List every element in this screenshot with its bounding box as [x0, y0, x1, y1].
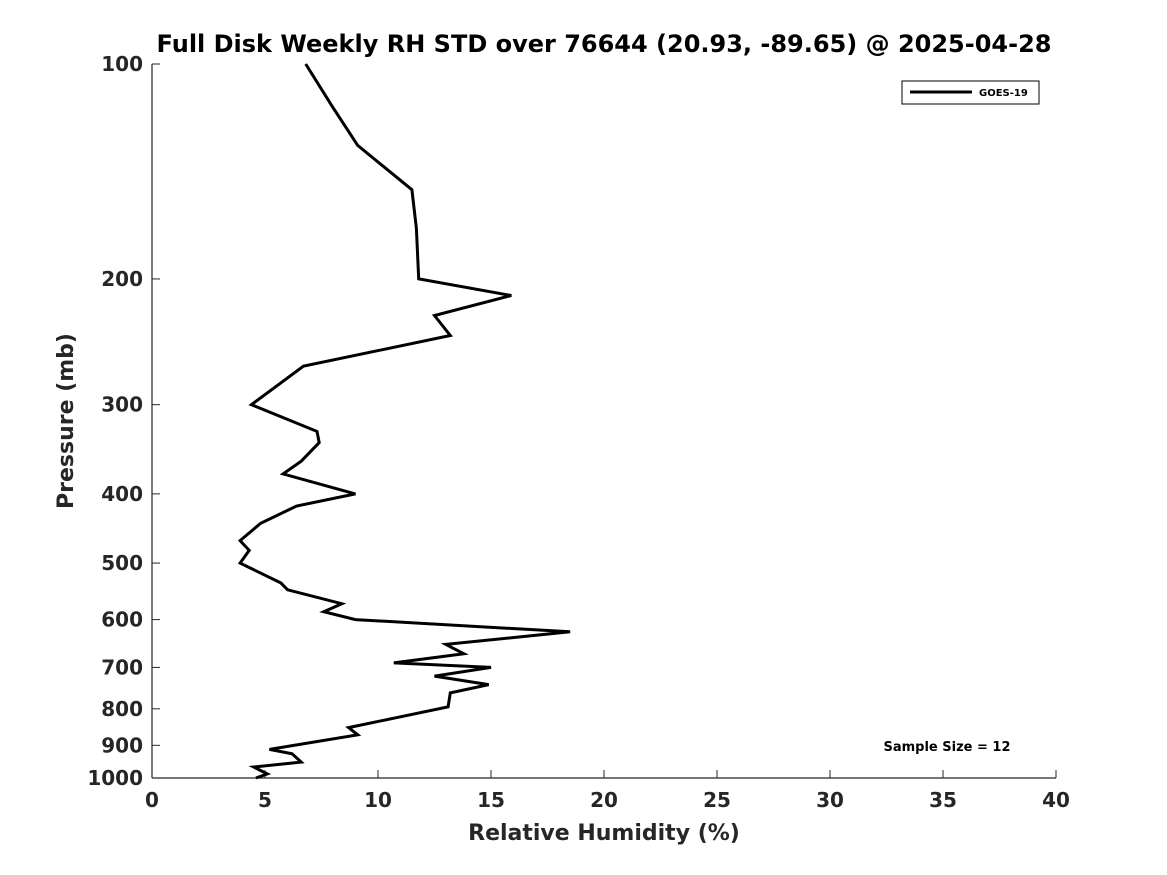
x-tick-label: 10 — [364, 788, 392, 812]
series-layer — [240, 64, 570, 778]
y-axis-ticks: 100 200 300 400 500 600 700 800 900 1000 — [87, 52, 160, 790]
x-axis-label: Relative Humidity (%) — [468, 821, 740, 846]
y-tick-label: 700 — [101, 655, 143, 679]
legend: GOES-19 — [902, 81, 1039, 104]
y-tick-label: 300 — [101, 393, 143, 417]
chart: Full Disk Weekly RH STD over 76644 (20.9… — [0, 0, 1167, 875]
y-axis-label: Pressure (mb) — [54, 333, 79, 509]
x-tick-label: 5 — [258, 788, 272, 812]
x-tick-label: 15 — [477, 788, 505, 812]
y-tick-label: 600 — [101, 608, 143, 632]
y-tick-label: 900 — [101, 733, 143, 757]
x-tick-label: 25 — [703, 788, 731, 812]
y-tick-label: 1000 — [87, 766, 143, 790]
x-tick-label: 20 — [590, 788, 618, 812]
y-tick-label: 400 — [101, 482, 143, 506]
y-tick-label: 100 — [101, 52, 143, 76]
legend-entry-label: GOES-19 — [979, 88, 1028, 99]
x-tick-label: 40 — [1042, 788, 1070, 812]
y-tick-label: 500 — [101, 551, 143, 575]
chart-title: Full Disk Weekly RH STD over 76644 (20.9… — [157, 30, 1052, 58]
x-tick-label: 0 — [145, 788, 159, 812]
x-tick-label: 30 — [816, 788, 844, 812]
series-line-goes-19 — [240, 64, 570, 778]
y-tick-label: 800 — [101, 697, 143, 721]
x-axis-ticks: 0 5 10 15 20 25 30 35 40 — [145, 770, 1070, 812]
sample-size-annotation: Sample Size = 12 — [883, 740, 1010, 755]
x-tick-label: 35 — [929, 788, 957, 812]
y-tick-label: 200 — [101, 267, 143, 291]
